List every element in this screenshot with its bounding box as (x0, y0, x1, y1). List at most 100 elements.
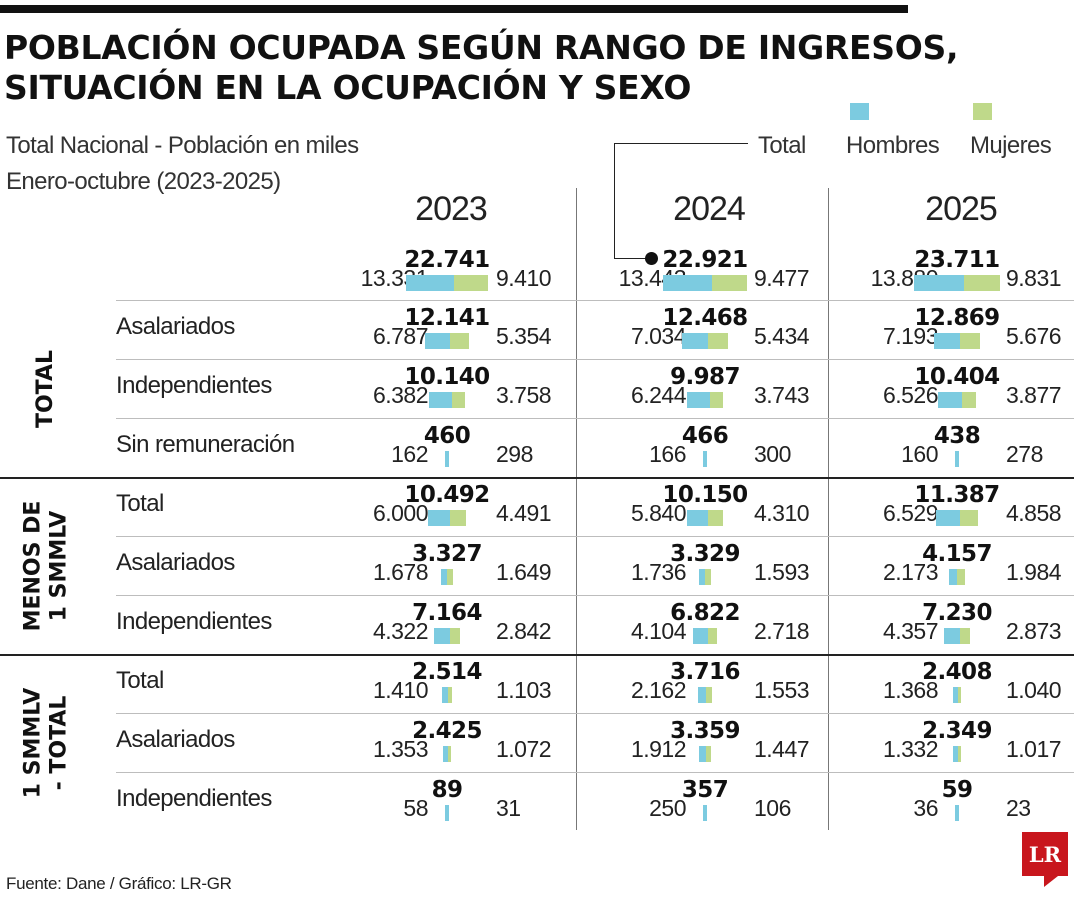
total-value: 466 (681, 423, 729, 449)
total-value: 23.711 (914, 247, 1000, 273)
total-value: 89 (431, 777, 463, 803)
row-label: Asalariados (116, 549, 235, 576)
mujeres-value: 4.310 (754, 500, 810, 526)
column-separator (828, 188, 829, 830)
total-value: 357 (681, 777, 729, 803)
row-label: Independientes (116, 608, 272, 635)
bar-hombres (703, 451, 707, 467)
hombres-value: 1.368 (882, 677, 939, 703)
mujeres-value: 3.758 (496, 382, 552, 408)
mujeres-value: 4.858 (1006, 500, 1062, 526)
group-label-line: MENOS DE (20, 500, 45, 631)
bar-mujeres (707, 510, 724, 526)
bar-mujeres (447, 569, 454, 585)
bar-mujeres (705, 746, 712, 762)
bar-mujeres (957, 687, 962, 703)
lr-logo: LR (1022, 832, 1068, 876)
year-header-2023: 2023 (415, 190, 488, 228)
chart-title: POBLACIÓN OCUPADA SEGÚN RANGO DE INGRESO… (4, 28, 1004, 108)
total-value: 3.716 (670, 659, 740, 685)
bar-hombres (936, 510, 961, 526)
row-separator (116, 536, 1074, 537)
hombres-value: 1.912 (630, 736, 687, 762)
row-separator (116, 595, 1074, 596)
bar-mujeres (447, 746, 452, 762)
bar-hombres (440, 569, 448, 585)
hombres-value: 166 (649, 441, 686, 467)
mujeres-value: 1.103 (496, 677, 552, 703)
total-value: 10.140 (404, 364, 490, 390)
hombres-value: 4.357 (882, 618, 939, 644)
bar-mujeres (449, 333, 469, 349)
bar-hombres (943, 628, 960, 644)
bar-hombres (955, 451, 959, 467)
legend-total: Total (758, 132, 806, 159)
row-label: Independientes (116, 785, 272, 812)
hombres-value: 6.787 (372, 323, 429, 349)
bar-mujeres (707, 628, 718, 644)
bar-hombres (445, 451, 449, 467)
group-label-text: MENOS DE 1 SMMLV (20, 500, 72, 631)
callout-line-bottom (614, 258, 650, 259)
mujeres-value: 5.676 (1006, 323, 1062, 349)
bar-hombres (703, 805, 707, 821)
hombres-value: 5.840 (630, 500, 687, 526)
hombres-value: 1.736 (630, 559, 687, 585)
mujeres-value: 2.873 (1006, 618, 1062, 644)
bar-mujeres (706, 687, 712, 703)
bar-mujeres (707, 333, 728, 349)
group-label-line: TOTAL (33, 349, 58, 428)
total-value: 4.157 (922, 541, 992, 567)
total-value: 460 (423, 423, 471, 449)
mujeres-value: 1.984 (1006, 559, 1062, 585)
callout-line-top (614, 143, 748, 144)
hombres-value: 4.104 (630, 618, 687, 644)
title-line-2: SITUACIÓN EN LA OCUPACIÓN Y SEXO (4, 68, 692, 107)
mujeres-value: 300 (754, 441, 791, 467)
group-label-text: TOTAL (33, 349, 59, 427)
bar-hombres (686, 392, 710, 408)
row-label: Independientes (116, 372, 272, 399)
title-line-1: POBLACIÓN OCUPADA SEGÚN RANGO DE INGRESO… (4, 28, 959, 67)
hombres-value: 58 (403, 795, 428, 821)
row-separator (116, 359, 1074, 360)
bar-hombres (698, 687, 707, 703)
bar-hombres (424, 333, 450, 349)
group-label: 1 SMMLV - TOTAL (20, 654, 71, 831)
mujeres-value: 1.553 (754, 677, 810, 703)
bar-mujeres (449, 628, 460, 644)
hombres-value: 6.529 (882, 500, 939, 526)
total-value: 22.921 (662, 247, 748, 273)
bar-hombres (442, 687, 448, 703)
year-header-2024: 2024 (673, 190, 746, 228)
bar-hombres (955, 805, 959, 821)
row-separator (116, 772, 1074, 773)
legend-mujeres: Mujeres (970, 132, 1052, 159)
bar-mujeres (712, 275, 747, 291)
mujeres-value: 1.593 (754, 559, 810, 585)
total-value: 12.869 (914, 305, 1000, 331)
bar-hombres (442, 746, 448, 762)
bar-mujeres (959, 628, 971, 644)
mujeres-value: 3.877 (1006, 382, 1062, 408)
bar-hombres (434, 628, 450, 644)
source-note: Fuente: Dane / Gráfico: LR-GR (6, 874, 232, 893)
total-value: 3.327 (412, 541, 482, 567)
hombres-value: 1.332 (882, 736, 939, 762)
total-value: 11.387 (914, 482, 1000, 508)
year-header-2025: 2025 (925, 190, 998, 228)
mujeres-value: 1.447 (754, 736, 810, 762)
top-rule (0, 5, 908, 13)
mujeres-value: 9.831 (1006, 265, 1062, 291)
hombres-value: 1.410 (372, 677, 429, 703)
mujeres-value: 1.017 (1006, 736, 1062, 762)
row-label: Total (116, 490, 164, 517)
total-value: 12.468 (662, 305, 748, 331)
mujeres-value: 106 (754, 795, 791, 821)
bar-hombres (698, 569, 706, 585)
mujeres-value: 23 (1006, 795, 1031, 821)
bar-hombres (952, 746, 958, 762)
legend-mujeres-swatch (973, 103, 992, 120)
row-label: Total (116, 667, 164, 694)
bar-mujeres (959, 333, 981, 349)
